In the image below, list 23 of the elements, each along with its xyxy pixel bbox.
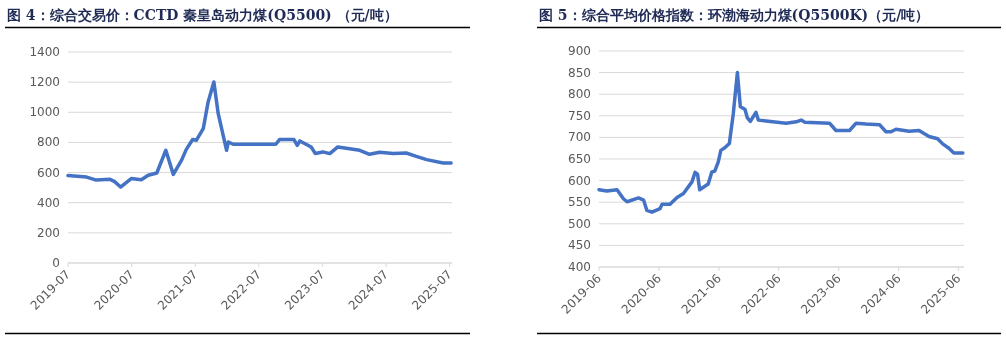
line-series — [66, 80, 453, 189]
y-tick-label: 600 — [37, 165, 60, 180]
y-tick-label: 750 — [568, 108, 591, 123]
y-tick-label: 800 — [568, 87, 591, 102]
y-tick-label: 500 — [568, 216, 591, 231]
y-tick-label: 1000 — [29, 105, 60, 120]
chart-title: 图 5：综合平均价格指数：环渤海动力煤(Q5500K)（元/吨） — [539, 7, 930, 23]
y-tick-label: 450 — [568, 238, 591, 253]
y-tick-label: 400 — [37, 195, 60, 210]
y-tick-label: 0 — [52, 256, 60, 270]
y-tick-label: 700 — [568, 130, 591, 145]
y-tick-label: 600 — [568, 173, 591, 188]
y-tick-label: 200 — [37, 225, 60, 240]
y-tick-label: 550 — [568, 195, 591, 210]
y-tick-label: 1400 — [29, 45, 60, 59]
y-tick-label: 900 — [568, 44, 591, 58]
y-tick-label: 400 — [568, 260, 591, 274]
line-series — [597, 70, 965, 214]
y-tick-label: 850 — [568, 65, 591, 80]
y-tick-label: 800 — [37, 135, 60, 150]
chart-title: 图 4：综合交易价：CCTD 秦皇岛动力煤(Q5500) （元/吨） — [7, 7, 398, 23]
y-tick-label: 650 — [568, 152, 591, 166]
y-tick-label: 1200 — [29, 75, 60, 90]
